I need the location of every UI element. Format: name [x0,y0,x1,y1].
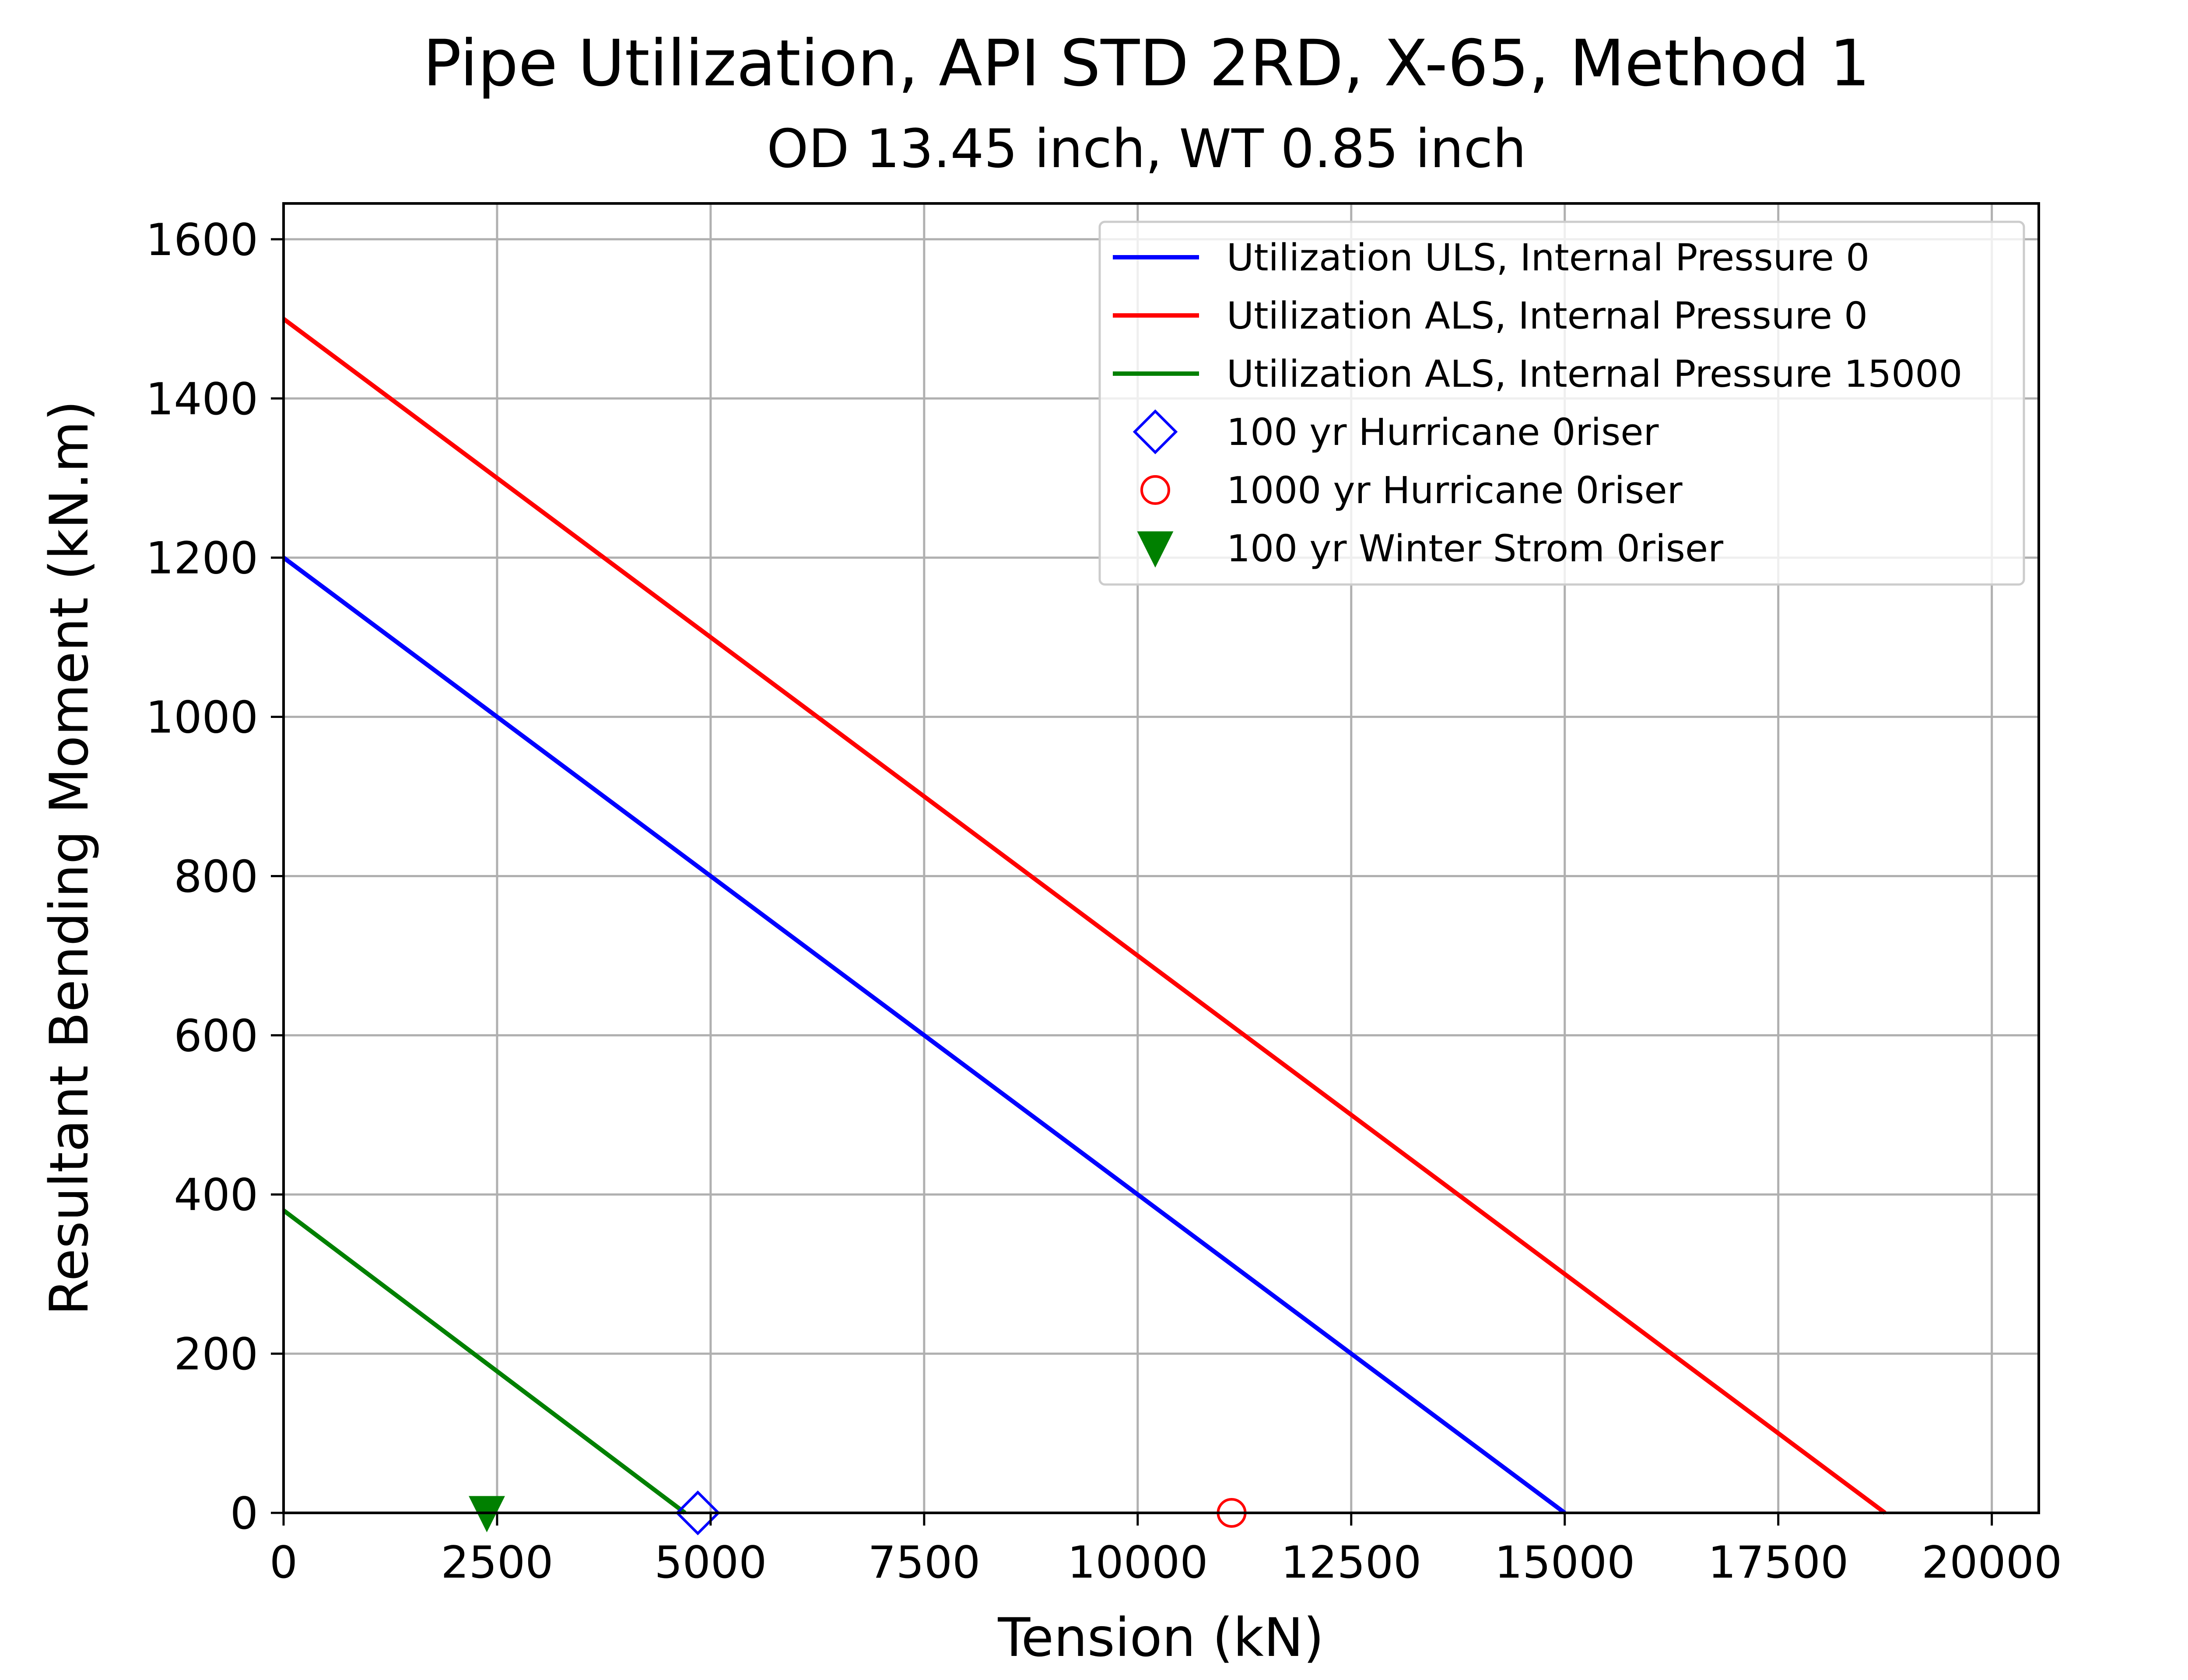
axis-ticks: 0 2500 5000 7500 10000 12500 15000 17500 20000 0 2… [146,214,2062,1588]
x-tick-label: 5000 [654,1536,767,1588]
legend-entry-label: Utilization ALS, Internal Pressure 15000 [1227,353,1962,396]
data-point [675,1490,720,1536]
y-tick-label: 400 [174,1169,258,1221]
x-tick-label: 17500 [1708,1536,1848,1588]
y-tick-label: 1200 [146,532,258,584]
x-tick-label: 7500 [868,1536,980,1588]
y-tick-label: 1600 [146,214,258,266]
y-tick-label: 1400 [146,373,258,425]
y-axis-label: Resultant Bending Moment (kN.m) [39,400,100,1316]
legend-entry-label: 100 yr Winter Strom 0riser [1227,527,1723,570]
x-tick-label: 20000 [1922,1536,2062,1588]
legend-entry-label: 1000 yr Hurricane 0riser [1227,469,1683,512]
y-tick-label: 600 [174,1010,258,1061]
plot-frame [282,202,2040,1514]
x-tick-label: 10000 [1067,1536,1208,1588]
chart-subtitle: OD 13.45 inch, WT 0.85 inch [767,118,1526,180]
x-axis-label: Tension (kN) [997,1607,1324,1669]
series-line [282,317,1886,1515]
legend-entry-label: Utilization ALS, Internal Pressure 0 [1227,294,1868,338]
legend-marker-swatch [1140,475,1170,505]
legend-entry-label: 100 yr Hurricane 0riser [1227,411,1659,454]
series-line [282,1208,687,1515]
x-tick-label: 0 [270,1536,298,1588]
x-tick-label: 2500 [441,1536,553,1588]
y-tick-label: 1000 [146,692,258,743]
y-tick-label: 200 [174,1328,258,1380]
legend-entry-label: Utilization ULS, Internal Pressure 0 [1227,236,1869,280]
legend-box [1098,220,2025,586]
y-tick-label: 800 [174,850,258,902]
y-tick-label: 0 [230,1488,258,1539]
legend-marker-swatch [1137,531,1174,568]
plot-series [282,317,1886,1536]
series-line [282,556,1566,1515]
legend-marker-swatch [1133,409,1178,455]
legend: Utilization ULS, Internal Pressure 0 Util… [1098,220,2025,586]
x-tick-label: 15000 [1494,1536,1635,1588]
x-tick-label: 12500 [1281,1536,1421,1588]
chart-title: Pipe Utilization, API STD 2RD, X-65, Met… [423,26,1870,101]
